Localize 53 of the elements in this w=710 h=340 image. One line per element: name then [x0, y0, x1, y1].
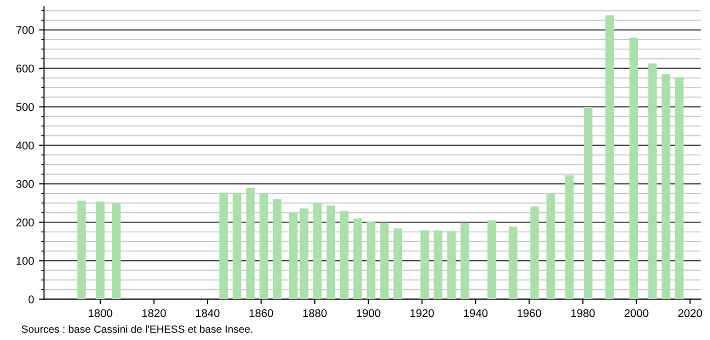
bar [326, 205, 336, 300]
y-tick-label: 400 [16, 142, 34, 150]
bar [662, 74, 670, 300]
bar [434, 230, 442, 300]
x-tick-label: 1800 [88, 309, 112, 318]
bar [246, 188, 255, 300]
x-tick-label: 1960 [518, 309, 542, 318]
bar [96, 201, 105, 300]
bar [675, 77, 684, 300]
bar [584, 106, 592, 300]
bar [260, 194, 268, 300]
bar [546, 194, 555, 300]
bar [565, 175, 574, 300]
x-tick-label: 1900 [356, 309, 380, 318]
y-tick-label: 200 [16, 218, 34, 226]
x-tick-label: 1860 [250, 309, 274, 318]
bar [447, 231, 456, 300]
bar [394, 228, 402, 300]
bar [300, 208, 308, 300]
bar [366, 221, 376, 300]
x-tick-label: 1980 [571, 309, 595, 318]
bar [232, 193, 242, 300]
bar [487, 220, 496, 300]
bar [629, 38, 638, 300]
x-tick-label: 1820 [142, 309, 166, 318]
bar [353, 218, 362, 300]
x-tick-label: 1920 [410, 309, 434, 318]
bar [648, 63, 657, 300]
bar [380, 222, 389, 300]
y-tick-label: 600 [16, 64, 34, 72]
bar [289, 212, 298, 300]
x-tick-label: 1840 [196, 309, 220, 318]
bar [219, 192, 228, 300]
y-tick-label: 100 [16, 256, 34, 265]
bar [77, 200, 86, 300]
y-tick-label: 500 [16, 103, 34, 111]
x-tick-label: 2000 [624, 309, 648, 318]
bar [530, 206, 539, 300]
bar [340, 211, 349, 300]
bar [420, 230, 429, 300]
bar [313, 202, 322, 300]
source-note: Sources : base Cassini de l'EHESS et base Insee. [22, 325, 252, 333]
y-tick-label: 0 [28, 295, 34, 304]
bar [460, 222, 470, 300]
bar [112, 202, 121, 300]
bar [272, 199, 282, 300]
x-tick-label: 2020 [678, 309, 702, 318]
y-tick-label: 700 [16, 26, 34, 34]
bar [605, 15, 614, 300]
x-tick-label: 1940 [464, 309, 488, 318]
x-tick-label: 1880 [303, 309, 327, 318]
y-tick-label: 300 [16, 180, 34, 188]
bar [508, 226, 518, 300]
